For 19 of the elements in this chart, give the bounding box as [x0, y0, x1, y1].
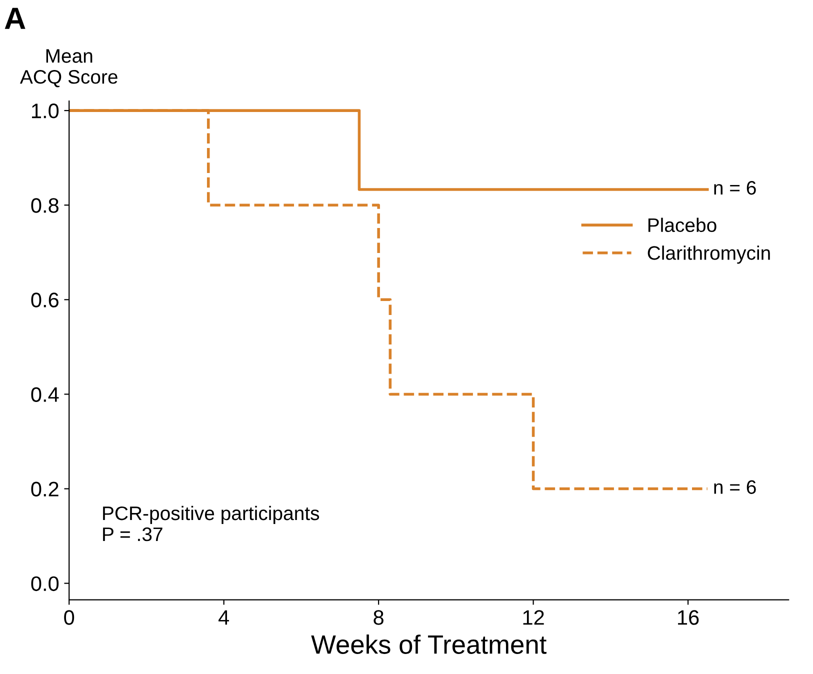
y-tick-label: 0.2 — [31, 482, 58, 497]
y-tick-label: 0.6 — [31, 292, 58, 308]
text: A — [4, 8, 26, 29]
legend-label: Placebo — [648, 218, 716, 232]
x-tick-label: 8 — [374, 610, 384, 625]
annotation: n = 6 — [714, 180, 756, 195]
y-tick-label: 0.0 — [31, 576, 59, 592]
y-axis-title: Mean ACQ Score — [20, 49, 118, 88]
x-tick-label: 16 — [678, 610, 699, 625]
y-tick-label: 0.4 — [31, 387, 59, 402]
x-tick-label: 4 — [218, 610, 230, 625]
x-tick-label: 12 — [523, 610, 544, 625]
y-tick-label: 0.8 — [31, 198, 58, 213]
y-tick-label: 1.0 — [32, 104, 59, 118]
x-tick-label: 0 — [64, 610, 74, 625]
annotation: PCR-positive participants P = .37 — [103, 506, 320, 542]
x-axis-title: Weeks of Treatment — [311, 634, 547, 654]
annotation: n = 6 — [714, 480, 756, 494]
legend-label: Clarithromycin — [648, 246, 770, 264]
